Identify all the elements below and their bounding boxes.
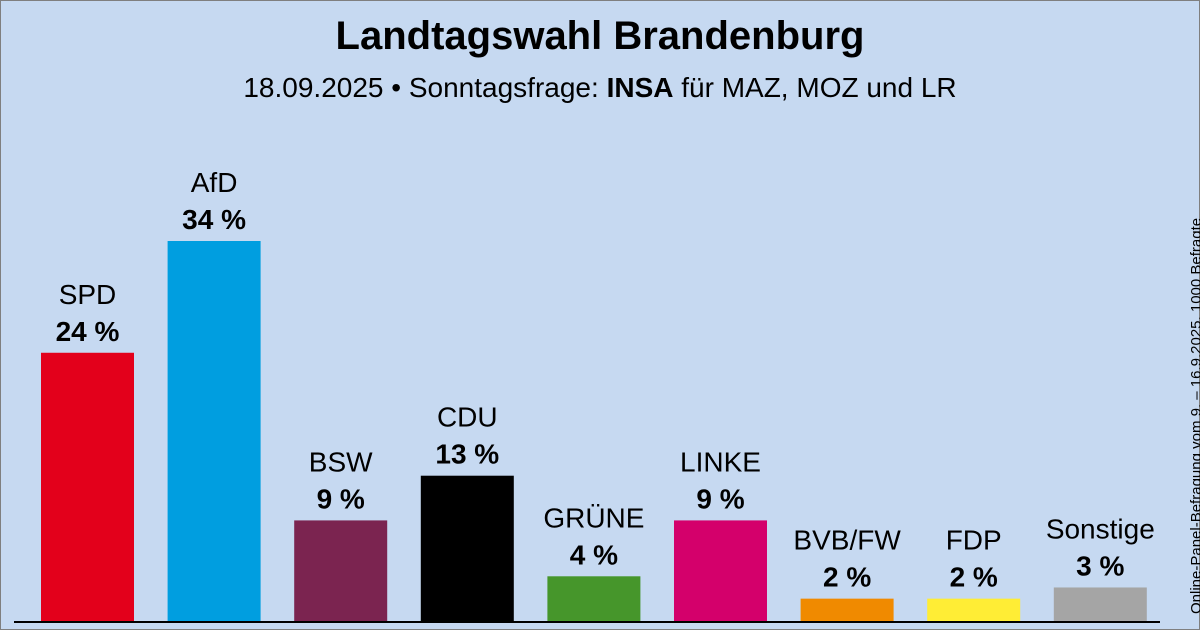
chart-title: Landtagswahl Brandenburg (335, 14, 865, 58)
bar-chart: 24 % SPD 34 % AfD 9 % BSW 13 % CDU 4 % GRÜNE 9 % LI… (14, 167, 1160, 623)
category-label: SPD (59, 279, 117, 310)
value-label: 9 % (317, 483, 365, 514)
bar-fdp (927, 598, 1021, 621)
category-label: GRÜNE (543, 502, 644, 533)
bar-linke (674, 520, 767, 621)
category-label: Sonstige (1046, 513, 1155, 544)
value-label: 13 % (435, 439, 499, 470)
poll-client: für MAZ, MOZ und LR (681, 72, 957, 103)
source-note: Online-Panel-Befragung vom 9. – 16.9.202… (1188, 217, 1200, 614)
value-label: 9 % (696, 483, 744, 514)
category-label: CDU (437, 402, 498, 433)
category-label: LINKE (680, 446, 761, 477)
bar-sonstige (1053, 587, 1147, 621)
subtitle-separator: • (391, 72, 402, 103)
bar-bvb-fw (800, 598, 894, 621)
category-label: BSW (309, 446, 373, 477)
poll-institute: INSA (606, 72, 674, 103)
poll-type-label: Sonntagsfrage: (408, 72, 599, 103)
category-label: AfD (191, 167, 238, 198)
category-label: FDP (946, 525, 1002, 556)
chart-subtitle: 18.09.2025 • Sonntagsfrage: INSA für MAZ… (0, 72, 1200, 104)
value-label: 4 % (570, 539, 618, 570)
poll-date: 18.09.2025 (243, 72, 384, 103)
category-label: BVB/FW (793, 525, 901, 556)
bar-afd (167, 241, 261, 621)
bar-gr-ne (547, 576, 641, 621)
bar-cdu (420, 475, 514, 621)
value-label: 34 % (182, 204, 246, 235)
bar-bsw (294, 520, 388, 621)
bar-spd (41, 352, 134, 621)
value-label: 2 % (950, 562, 998, 593)
value-label: 24 % (56, 316, 120, 347)
value-label: 3 % (1076, 550, 1124, 581)
value-label: 2 % (823, 562, 871, 593)
